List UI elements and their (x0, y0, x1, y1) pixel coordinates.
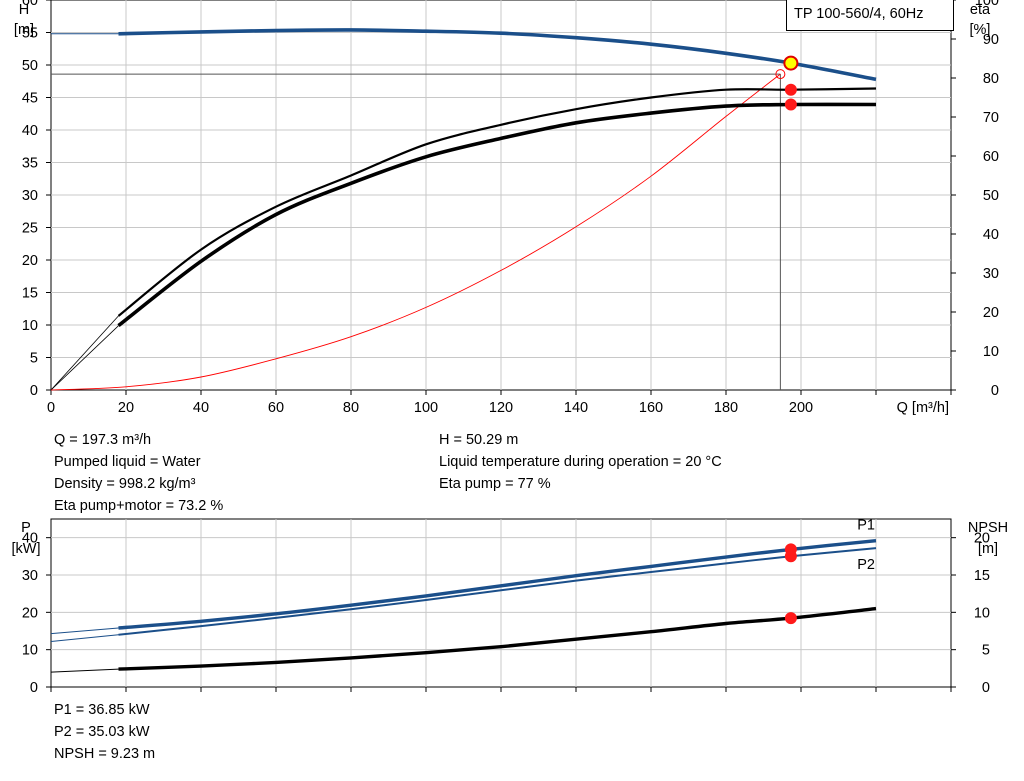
npsh-curve (118, 606, 877, 671)
y-left-tick-label: 20 (22, 253, 38, 269)
x-tick-label: 120 (489, 400, 513, 416)
y-left-tick-label: 55 (22, 26, 38, 42)
y-right-tick-label: 80 (983, 71, 999, 87)
bottom-y-left-axis-unit: [kW] (12, 541, 41, 557)
y-right-tick-label: 0 (991, 383, 999, 399)
bottom-y-left-tick-label: 0 (30, 680, 38, 696)
info-panel-power: P1 = 36.85 kW P2 = 35.03 kW NPSH = 9.23 … (54, 699, 155, 765)
system-curve-end-marker (775, 69, 786, 80)
y-left-axis-label: H (19, 2, 29, 18)
info-panel-left: Q = 197.3 m³/h Pumped liquid = Water Den… (54, 429, 223, 517)
y-left-tick-label: 5 (30, 351, 38, 367)
x-axis-label: Q [m³/h] (897, 400, 949, 416)
y-left-tick-label: 0 (30, 383, 38, 399)
info-flow: Q = 197.3 m³/h (54, 432, 152, 448)
y-left-tick-label: 25 (22, 221, 38, 237)
chart-title: TP 100-560/4, 60Hz (786, 0, 954, 31)
y-right-tick-label: 40 (983, 227, 999, 243)
bottom-y-right-tick-label: 5 (982, 643, 990, 659)
eta-pump-marker (784, 83, 797, 96)
bottom-y-left-axis-label: P (21, 520, 31, 536)
y-right-tick-label: 60 (983, 149, 999, 165)
info-density: Density = 998.2 kg/m³ (54, 476, 196, 492)
y-left-tick-label: 40 (22, 123, 38, 139)
head-curve (118, 28, 877, 82)
eta-pump-motor-curve (117, 102, 877, 328)
x-tick-label: 80 (343, 400, 359, 416)
info-p1: P1 = 36.85 kW (54, 702, 150, 718)
x-tick-label: 200 (789, 400, 813, 416)
y-right-tick-label: 20 (983, 305, 999, 321)
y-left-tick-label: 30 (22, 188, 38, 204)
duty-point-marker (783, 55, 799, 71)
x-tick-label: 100 (414, 400, 438, 416)
x-tick-label: 180 (714, 400, 738, 416)
bottom-y-right-tick-label: 0 (982, 680, 990, 696)
eta-pump-motor-marker (784, 98, 797, 111)
y-right-tick-label: 100 (975, 0, 999, 9)
bottom-y-left-tick-label: 10 (22, 643, 38, 659)
bottom-y-left-tick-label: 20 (22, 605, 38, 621)
info-p2: P2 = 35.03 kW (54, 724, 150, 740)
eta-extrapolation-line (50, 315, 119, 391)
y-right-tick-label: 30 (983, 266, 999, 282)
info-eta-pump-motor: Eta pump+motor = 73.2 % (54, 498, 224, 514)
p2-marker (784, 550, 797, 563)
p1-curve (118, 539, 877, 630)
y-right-axis-unit: [%] (970, 22, 991, 38)
bottom-y-left-tick-label: 40 (22, 531, 38, 547)
info-eta-pump: Eta pump = 77 % (439, 476, 551, 492)
y-right-tick-label: 50 (983, 188, 999, 204)
p1-extrapolation-line (50, 627, 119, 635)
npsh-marker (784, 612, 797, 625)
y-left-tick-label: 15 (22, 286, 38, 302)
x-tick-label: 60 (268, 400, 284, 416)
y-left-tick-label: 60 (22, 0, 38, 9)
y-left-tick-label: 35 (22, 156, 38, 172)
x-tick-label: 160 (639, 400, 663, 416)
info-npsh: NPSH = 9.23 m (54, 746, 156, 762)
x-tick-label: 40 (193, 400, 209, 416)
system-curve-red (50, 73, 781, 391)
y-left-tick-label: 45 (22, 91, 38, 107)
bottom-y-right-axis-label: NPSH (968, 520, 1008, 536)
y-right-tick-label: 90 (983, 32, 999, 48)
p2-series-label: P2 (857, 557, 875, 573)
p1-series-label: P1 (857, 518, 875, 534)
npsh-extrapolation-line (50, 668, 119, 673)
info-liquid-temp: Liquid temperature during operation = 20… (439, 454, 722, 470)
bottom-y-left-tick-label: 30 (22, 568, 38, 584)
y-right-axis-label: eta (970, 2, 991, 18)
y-right-tick-label: 70 (983, 110, 999, 126)
eta-extrapolation-line (50, 325, 119, 391)
bottom-y-right-tick-label: 20 (974, 531, 990, 547)
eta-pump-curve (117, 87, 877, 317)
bottom-y-right-tick-label: 10 (974, 605, 990, 621)
info-head: H = 50.29 m (439, 432, 519, 448)
y-right-tick-label: 10 (983, 344, 999, 360)
y-left-axis-unit: [m] (14, 22, 34, 38)
info-panel-right: H = 50.29 m Liquid temperature during op… (439, 429, 722, 495)
x-tick-label: 0 (47, 400, 55, 416)
bottom-y-right-axis-unit: [m] (978, 541, 998, 557)
y-left-tick-label: 50 (22, 58, 38, 74)
info-liquid: Pumped liquid = Water (54, 454, 201, 470)
y-left-tick-label: 10 (22, 318, 38, 334)
p2-extrapolation-line (50, 634, 119, 642)
x-tick-label: 20 (118, 400, 134, 416)
p2-curve (118, 547, 877, 636)
x-tick-label: 140 (564, 400, 588, 416)
bottom-y-right-tick-label: 15 (974, 568, 990, 584)
